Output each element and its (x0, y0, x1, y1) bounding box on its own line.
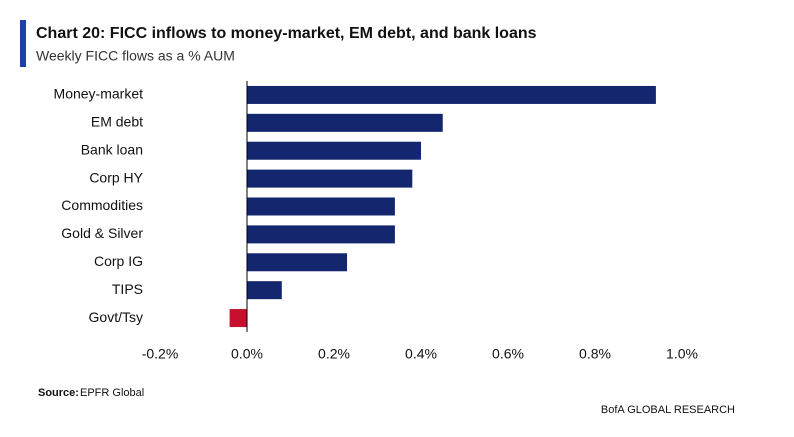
x-tick-label: -0.2% (142, 346, 179, 362)
y-tick-label: Corp HY (89, 169, 143, 185)
bar (247, 85, 656, 104)
y-tick-label: Govt/Tsy (89, 309, 143, 325)
y-tick-label: Money-market (54, 86, 144, 102)
source: EPFR Global (80, 387, 144, 399)
y-tick-label: TIPS (112, 281, 143, 297)
source-label: Source: (38, 387, 79, 399)
y-tick-label: EM debt (91, 114, 143, 130)
x-tick-label: 0.8% (579, 346, 611, 362)
chart-subtitle: Weekly FICC flows as a % AUM (36, 48, 235, 64)
chart-title: Chart 20: FICC inflows to money-market, … (36, 25, 537, 42)
y-tick-label: Bank loan (81, 141, 143, 157)
bar (247, 113, 443, 132)
x-tick-label: 0.6% (492, 346, 524, 362)
bar (247, 169, 413, 188)
x-tick-label: 0.2% (318, 346, 350, 362)
bar (247, 281, 282, 300)
bar (247, 253, 348, 272)
footer: BofA GLOBAL RESEARCH (601, 404, 735, 416)
bar (247, 197, 395, 216)
x-tick-label: 0.4% (405, 346, 437, 362)
x-tick-label: 0.0% (231, 346, 263, 362)
bar (247, 141, 421, 160)
title-accent (20, 20, 26, 67)
y-tick-label: Commodities (61, 197, 143, 213)
bar (229, 309, 247, 328)
y-tick-label: Gold & Silver (61, 225, 143, 241)
bar (247, 225, 395, 244)
x-tick-label: 1.0% (666, 346, 698, 362)
y-tick-label: Corp IG (94, 253, 143, 269)
